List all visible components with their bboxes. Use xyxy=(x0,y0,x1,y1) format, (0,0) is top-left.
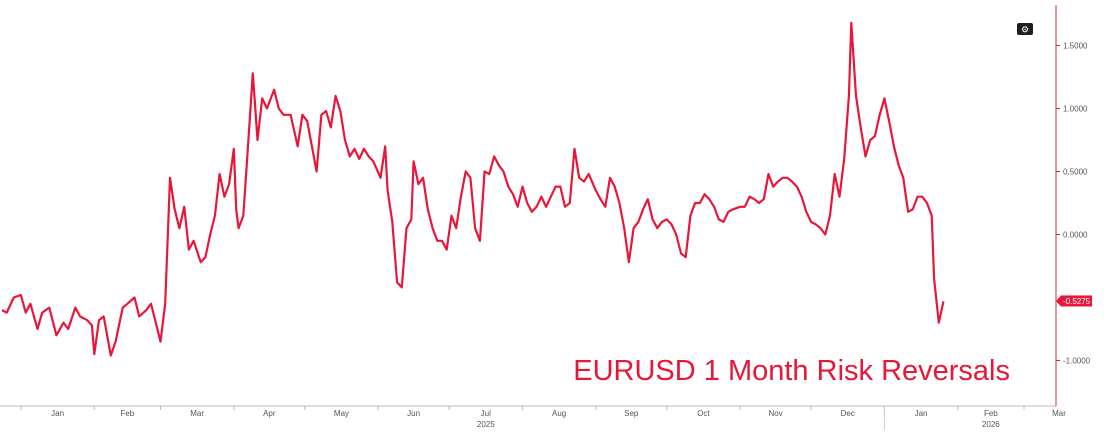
x-year-label: 2026 xyxy=(982,420,1000,429)
settings-button[interactable]: ⚙ xyxy=(1017,23,1033,36)
y-tick-label: -1.0000 xyxy=(1063,357,1091,366)
y-tick-label: 1.0000 xyxy=(1063,105,1088,114)
series-line xyxy=(1,21,945,357)
x-tick-label: Jul xyxy=(481,409,491,418)
x-tick-label: Jun xyxy=(407,409,420,418)
y-axis-ticks: 1.5000 1.0000 0.5000 0.0000 -1.0000 xyxy=(1056,42,1091,366)
x-tick-label: Feb xyxy=(120,409,134,418)
x-tick-label: Feb xyxy=(984,409,998,418)
x-tick-label: Dec xyxy=(841,409,855,418)
x-tick-label: Sep xyxy=(624,409,639,418)
x-tick-label: Nov xyxy=(768,409,782,418)
x-tick-label: Mar xyxy=(1052,409,1066,418)
x-tick-label: Aug xyxy=(552,409,566,418)
x-tick-label: Jan xyxy=(51,409,64,418)
series-layer xyxy=(1,21,945,357)
last-value-tag: -0.5275 xyxy=(1056,295,1092,307)
y-tick-label: 1.5000 xyxy=(1063,42,1088,51)
x-tick-label: Apr xyxy=(263,409,276,418)
x-tick-label: May xyxy=(334,409,349,418)
last-value-tag-text: -0.5275 xyxy=(1063,297,1091,306)
chart-title: EURUSD 1 Month Risk Reversals xyxy=(573,355,1010,387)
x-tick-label: Jan xyxy=(915,409,928,418)
x-tick-label: Mar xyxy=(190,409,204,418)
x-axis-ticks: Jan Feb Mar Apr May Jun Jul Aug Sep Oct Nov Dec Jan F… xyxy=(20,406,1066,430)
y-tick-label: 0.0000 xyxy=(1063,231,1088,240)
settings-button-bg[interactable] xyxy=(1017,23,1033,35)
last-value-tag-box xyxy=(1061,295,1092,307)
last-value-tag-arrow xyxy=(1056,295,1061,307)
x-year-label: 2025 xyxy=(477,420,495,429)
y-tick-label: 0.5000 xyxy=(1063,168,1088,177)
x-tick-label: Oct xyxy=(697,409,710,418)
gear-icon[interactable]: ⚙ xyxy=(1021,26,1029,36)
